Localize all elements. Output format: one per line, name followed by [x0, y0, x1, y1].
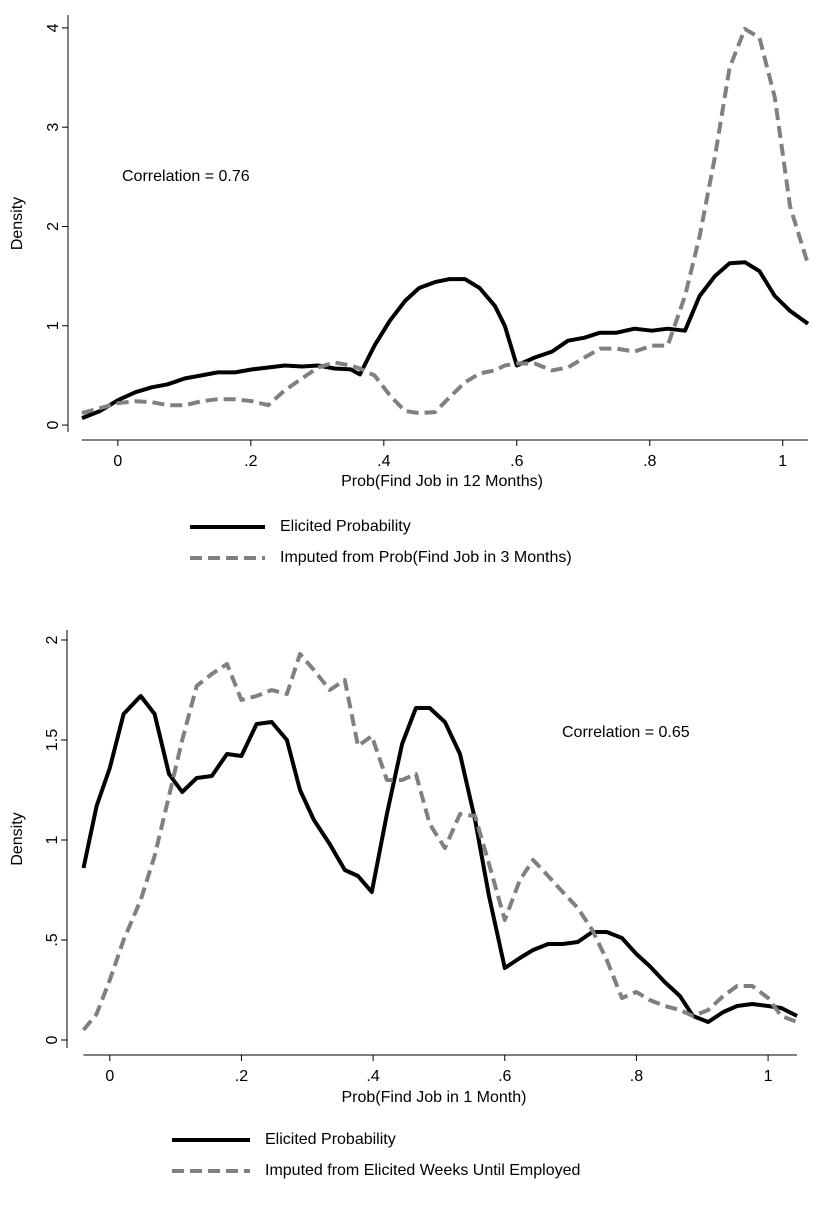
- legend-label: Imputed from Elicited Weeks Until Employ…: [265, 1162, 580, 1179]
- y-axis-label: Density: [9, 812, 26, 865]
- y-tick-label: 1: [44, 835, 61, 844]
- x-axis-label: Prob(Find Job in 12 Months): [341, 473, 543, 490]
- series-line: [81, 694, 799, 1024]
- y-tick-label: 2: [44, 635, 61, 644]
- series-line: [81, 652, 798, 1032]
- y-tick-label: 4: [45, 23, 62, 32]
- x-tick-label: .8: [643, 453, 656, 470]
- y-tick-label: .5: [44, 933, 61, 946]
- legend-label: Elicited Probability: [265, 1131, 396, 1148]
- legend-label: Imputed from Prob(Find Job in 3 Months): [280, 549, 572, 566]
- series-line: [81, 260, 810, 420]
- x-axis-label: Prob(Find Job in 1 Month): [342, 1089, 527, 1106]
- legend-label: Elicited Probability: [280, 518, 411, 535]
- series-line: [81, 26, 810, 416]
- x-tick-label: 1: [764, 1068, 773, 1085]
- x-tick-label: .8: [630, 1068, 643, 1085]
- y-tick-label: 1.5: [44, 729, 61, 751]
- y-tick-label: 0: [45, 421, 62, 430]
- x-tick-label: .6: [510, 453, 523, 470]
- annotation: Correlation = 0.76: [122, 168, 250, 185]
- annotation: Correlation = 0.65: [562, 724, 690, 741]
- y-tick-label: 3: [45, 123, 62, 132]
- x-tick-label: 0: [113, 453, 122, 470]
- x-tick-label: 1: [778, 453, 787, 470]
- x-tick-label: .4: [377, 453, 390, 470]
- x-tick-label: .2: [235, 1068, 248, 1085]
- y-tick-label: 2: [45, 222, 62, 231]
- y-axis-label: Density: [9, 197, 26, 250]
- x-tick-label: 0: [105, 1068, 114, 1085]
- x-tick-label: .4: [366, 1068, 379, 1085]
- x-tick-label: .6: [498, 1068, 511, 1085]
- y-tick-label: 0: [44, 1035, 61, 1044]
- x-tick-label: .2: [244, 453, 257, 470]
- y-tick-label: 1: [45, 321, 62, 330]
